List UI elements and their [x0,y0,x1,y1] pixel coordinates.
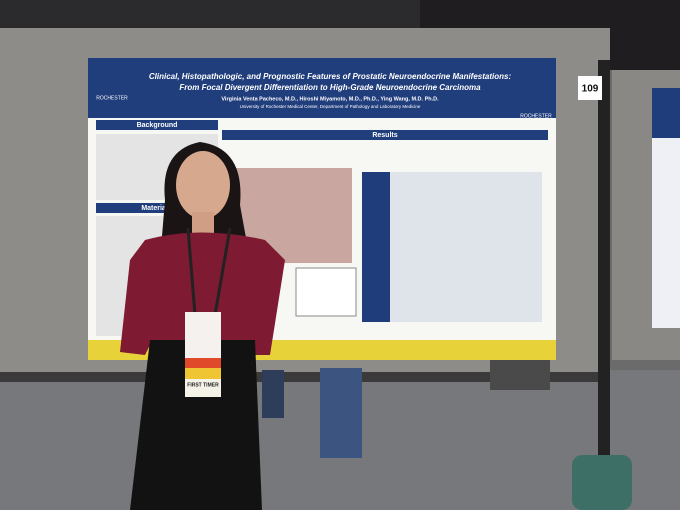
survival-curve [295,267,357,317]
lanyard [213,227,232,316]
neck [192,212,214,236]
lanyard [186,227,197,316]
section-header [96,120,218,130]
board-number: 109 [582,84,599,95]
badge-ribbon [185,379,221,397]
board-pole [598,60,610,510]
badge-ribbon [185,368,221,379]
board-base [0,372,610,382]
table-labels [362,172,390,322]
side-poster-header [652,88,680,138]
poster-header [88,58,556,118]
section-title: Results [372,132,397,139]
section-title: Materials & [141,205,178,212]
logo-left: ROCHESTER [96,95,128,101]
face [176,151,230,219]
poster-title: Clinical, Histopathologic, and Prognosti… [149,72,512,81]
section-header [222,130,548,140]
background-legs [262,370,284,418]
section-title: Background [137,122,178,129]
background-legs [490,360,550,390]
ribbon-text: FIRST TIMER [187,382,219,388]
poster-title: From Focal Divergent Differentiation to … [179,83,481,92]
poster-authors: Virginia Venta Pacheco, M.D., Hiroshi Mi… [221,96,439,102]
background-jeans [320,368,362,458]
badge-ribbon [185,358,221,368]
logo-right: ROCHESTER [520,113,552,119]
pants [130,340,262,510]
badge [185,312,221,358]
section-header [96,203,218,213]
number-card [578,76,602,100]
blouse [120,232,285,355]
results-table [362,172,542,322]
bag [572,455,632,510]
poster-affiliation: University of Rochester Medical Center, … [240,104,421,109]
